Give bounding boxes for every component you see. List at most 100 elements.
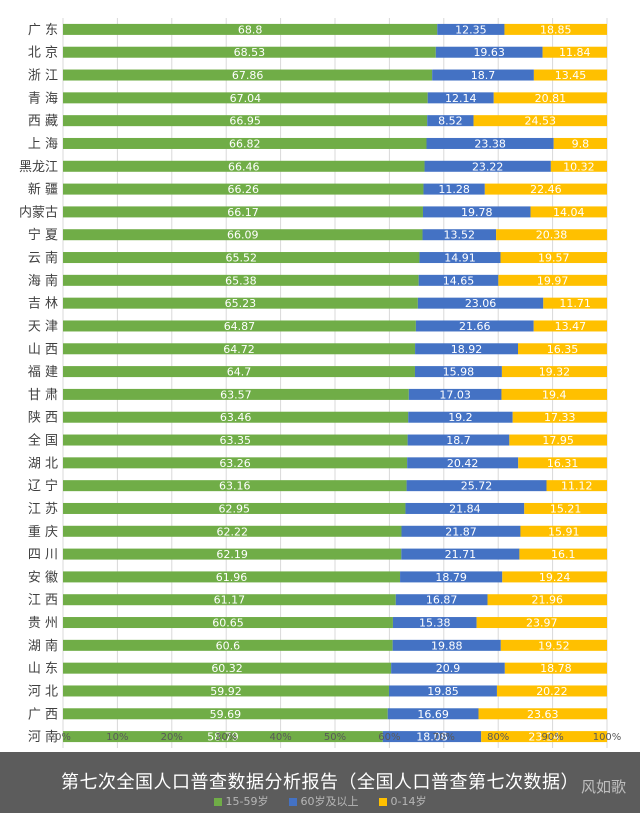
bar-segment [63,502,406,514]
bar-segment [63,480,407,492]
data-label: 62.19 [216,548,248,561]
data-label: 60.6 [216,639,241,652]
category-label: 重 庆 [28,524,58,540]
bar-segment [504,662,607,674]
data-label: 15.98 [443,366,475,379]
category-label: 江 苏 [28,501,58,517]
category-label: 新 疆 [28,182,58,198]
bar-segment [500,252,607,264]
caption-title: 第七次全国人口普查数据分析报告（全国人口普查第七次数据） [61,772,579,793]
data-label: 68.53 [234,46,266,59]
category-label: 河 南 [28,729,58,745]
watermark: 风如歌 [580,778,626,796]
bar-segment [63,639,393,651]
legend-label: 60岁及以上 [300,795,359,808]
bar-segment [400,571,503,583]
data-label: 19.2 [448,411,473,424]
x-tick-label: 70% [433,732,455,743]
category-label: 河 北 [28,684,58,699]
bar-segment [435,46,543,58]
bar-segment [407,434,510,446]
data-label: 15.21 [550,502,582,515]
bar-segment [63,685,389,697]
data-label: 23.22 [472,160,504,173]
category-label: 上 海 [28,137,58,152]
category-label: 山 东 [28,662,58,677]
data-label: 16.87 [426,594,458,607]
data-label: 18.92 [451,343,483,356]
data-label: 63.46 [220,411,252,424]
bar-segment [63,23,438,35]
data-label: 16.31 [547,457,579,470]
data-label: 19.78 [461,206,493,219]
bar-segment [392,617,477,629]
bar-segment [407,457,519,469]
data-label: 13.47 [555,320,587,333]
data-label: 11.12 [561,480,593,493]
bar-segment [501,388,607,400]
bar-segment [63,115,428,127]
bar-segment [432,69,534,81]
data-label: 61.96 [216,571,248,584]
category-label: 福 建 [28,365,58,380]
bar-segment [63,617,393,629]
data-label: 23.97 [526,617,558,630]
data-label: 18.08 [416,731,448,744]
bar-segment [63,92,428,104]
legend-label: 0-14岁 [390,795,427,808]
bar-segment [518,457,607,469]
data-label: 67.04 [230,92,262,105]
data-label: 11.71 [559,297,591,310]
bar-segment [401,548,520,560]
data-label: 65.52 [225,252,257,265]
bar-segment [63,252,420,264]
x-tick-label: 60% [378,732,400,743]
bar-segment [427,115,474,127]
bar-segment [63,525,402,537]
bar-segment [437,23,505,35]
bar-segment [392,639,501,651]
category-label: 辽 宁 [28,478,58,494]
bars [63,23,608,743]
bar-segment [401,525,521,537]
bar-segment [63,457,408,469]
data-label: 19.57 [538,252,570,265]
category-label: 山 西 [28,342,58,357]
category-label: 广 东 [28,23,58,38]
data-label: 64.7 [227,366,252,379]
bar-segment [533,69,608,81]
bar-segment [63,708,388,720]
category-label: 全 国 [28,433,58,449]
bar-segment [427,92,494,104]
bar-segment [496,685,607,697]
bar-segment [63,274,419,286]
bar-segment [423,183,485,195]
bar-segment [63,297,418,309]
category-label: 安 徽 [28,570,58,585]
bar-segment [476,617,607,629]
bar-segment [63,548,402,560]
bar-segment [502,571,607,583]
bar-segment [419,252,501,264]
bar-segment [63,388,409,400]
data-label: 19.52 [538,639,570,652]
data-label: 19.32 [539,366,571,379]
data-label: 63.35 [220,434,252,447]
bar-segment [422,206,531,218]
data-label: 16.35 [547,343,579,356]
x-tick-label: 20% [161,732,183,743]
bar-segment [63,160,425,172]
data-label: 20.81 [535,92,567,105]
bar-segment [415,320,534,332]
bar-segment [481,731,608,743]
x-tick-label: 40% [269,732,291,743]
category-label: 宁 夏 [28,227,58,243]
legend: 15-59岁 60岁及以上 0-14岁 [0,793,640,809]
category-label: 北 京 [28,46,58,61]
bar-segment [391,662,505,674]
bar-segment [63,137,427,149]
category-label: 陕 西 [28,411,58,426]
data-label: 12.35 [455,23,487,36]
data-label: 19.97 [537,274,569,287]
